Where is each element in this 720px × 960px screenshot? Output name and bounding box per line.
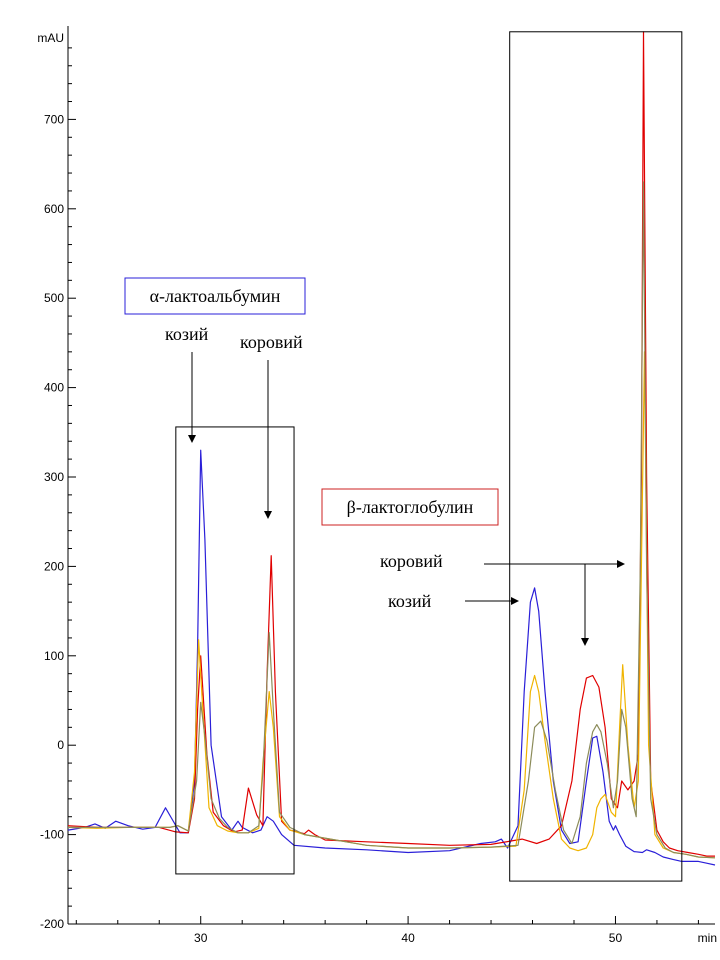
series-line-2 (67, 31, 715, 857)
beta-region-box (509, 31, 683, 882)
y-tick-label: 200 (44, 559, 64, 573)
y-tick-label: 0 (57, 738, 64, 752)
beta-label: β-лактоглобулин (347, 497, 474, 517)
alpha-goat-label: козий (165, 324, 209, 344)
y-tick-label: 300 (44, 470, 64, 484)
alpha-cow-label: коровий (240, 332, 303, 352)
alpha-label: α-лактоальбумин (150, 286, 281, 306)
y-tick-label: 600 (44, 202, 64, 216)
annotation-layer: α-лактоальбумин β-лактоглобулин козий коров… (124, 31, 683, 882)
axes: -200 -100 0 100 200 300 400 500 600 700 mAU 30 40 50 m… (37, 26, 717, 945)
series-line-4 (68, 181, 716, 859)
alpha-label-box (124, 277, 306, 315)
alpha-region-box (175, 426, 295, 875)
x-tick-label: 50 (609, 931, 623, 945)
beta-cow-label: коровий (380, 551, 443, 571)
y-tick-label: 500 (44, 291, 64, 305)
x-axis-label: min (698, 931, 717, 945)
y-axis-label: mAU (37, 31, 64, 45)
x-tick-label: 30 (194, 931, 208, 945)
y-tick-label: -200 (40, 917, 64, 931)
y-tick-label: -100 (40, 828, 64, 842)
y-tick-label: 400 (44, 381, 64, 395)
beta-goat-label: козий (388, 591, 432, 611)
y-tick-label: 700 (44, 112, 64, 126)
series-layer (67, 31, 716, 866)
x-tick-label: 40 (401, 931, 415, 945)
y-tick-label: 100 (44, 649, 64, 663)
beta-label-box (321, 488, 499, 526)
